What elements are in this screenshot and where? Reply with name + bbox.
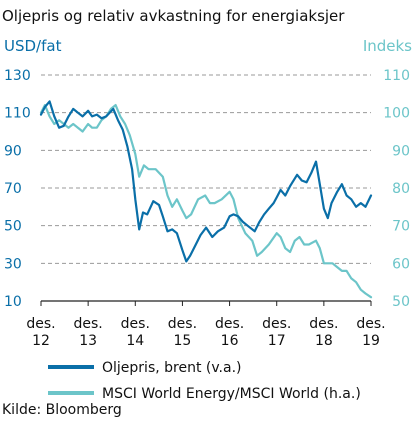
x-tick-label-bottom: 15 xyxy=(174,333,192,349)
right-tick-label: 100 xyxy=(383,106,410,122)
left-tick-label: 110 xyxy=(4,106,31,122)
series-line-oil xyxy=(39,100,373,263)
left-tick-label: 30 xyxy=(4,256,22,272)
right-tick-label: 60 xyxy=(392,256,410,272)
right-axis-ticks: 50 60 70 80 90 100 110 xyxy=(383,68,410,310)
x-tick-label-top: des. xyxy=(26,316,55,332)
x-tick-label-top: des. xyxy=(168,316,197,332)
source-note: Kilde: Bloomberg xyxy=(2,402,122,418)
left-tick-label: 70 xyxy=(4,181,22,197)
right-axis-unit: Indeks xyxy=(363,37,412,55)
legend-label-oil: Oljepris, brent (v.a.) xyxy=(102,360,242,376)
left-tick-label: 10 xyxy=(4,294,22,310)
x-tick-label-top: des. xyxy=(309,316,338,332)
x-tick-label-bottom: 14 xyxy=(126,333,144,349)
x-tick-label-bottom: 12 xyxy=(32,333,50,349)
x-tick-label-bottom: 16 xyxy=(221,333,239,349)
x-tick-label-bottom: 18 xyxy=(315,333,333,349)
chart-title: Oljepris og relativ avkastning for energ… xyxy=(2,7,345,25)
legend-label-energy: MSCI World Energy/MSCI World (h.a.) xyxy=(102,386,361,402)
right-tick-label: 50 xyxy=(392,294,410,310)
legend: Oljepris, brent (v.a.) MSCI World Energy… xyxy=(48,360,361,402)
x-tick-label-top: des. xyxy=(356,316,385,332)
series-line-energy xyxy=(39,103,373,299)
x-axis-ticks: des.12des.13des.14des.15des.16des.17des.… xyxy=(26,301,386,349)
x-tick-label-top: des. xyxy=(215,316,244,332)
series-layer xyxy=(39,100,373,299)
x-tick-label-bottom: 17 xyxy=(268,333,286,349)
right-tick-label: 90 xyxy=(392,143,410,159)
right-tick-label: 70 xyxy=(392,219,410,235)
x-tick-label-top: des. xyxy=(74,316,103,332)
left-axis-ticks: 10 30 50 70 90 110 130 xyxy=(4,68,31,310)
grid-lines xyxy=(41,74,371,264)
right-tick-label: 110 xyxy=(383,68,410,84)
right-tick-label: 80 xyxy=(392,181,410,197)
x-tick-label-bottom: 13 xyxy=(79,333,97,349)
x-tick-label-top: des. xyxy=(262,316,291,332)
x-tick-label-top: des. xyxy=(121,316,150,332)
left-tick-label: 130 xyxy=(4,68,31,84)
left-tick-label: 50 xyxy=(4,219,22,235)
left-axis-unit: USD/fat xyxy=(4,37,62,55)
left-tick-label: 90 xyxy=(4,143,22,159)
x-tick-label-bottom: 19 xyxy=(362,333,380,349)
